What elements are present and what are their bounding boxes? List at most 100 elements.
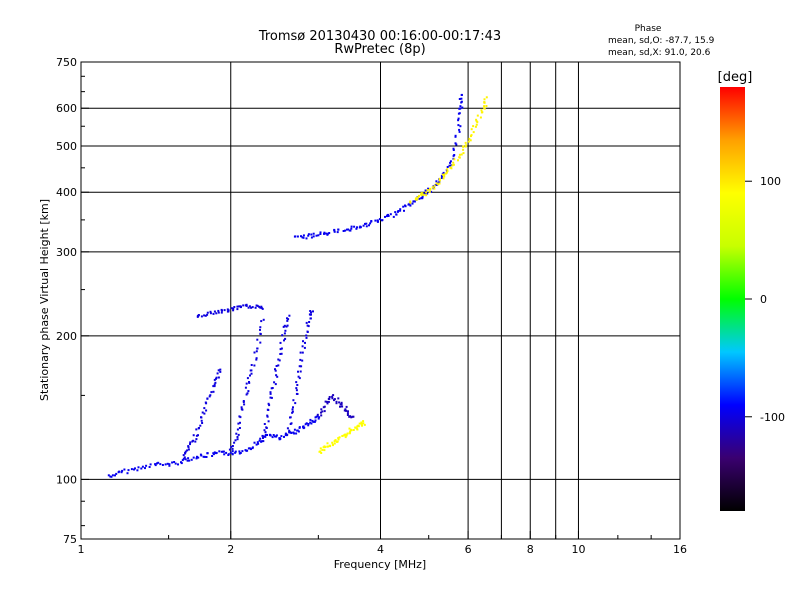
data-point <box>474 125 477 128</box>
phase-box-line-x: mean, sd,X: 91.0, 20.6 <box>608 48 711 58</box>
data-point <box>227 310 230 313</box>
data-point <box>245 303 248 306</box>
data-point <box>298 426 301 429</box>
data-point <box>280 352 283 355</box>
data-point <box>236 436 239 438</box>
data-point <box>454 135 457 138</box>
data-point <box>157 461 160 464</box>
data-point <box>346 228 348 231</box>
data-point <box>280 435 283 438</box>
data-point <box>286 427 289 430</box>
data-point <box>206 311 209 314</box>
data-point <box>279 437 282 440</box>
data-point <box>194 440 197 443</box>
data-point <box>470 128 473 131</box>
data-point <box>244 386 247 389</box>
data-point <box>269 434 272 437</box>
data-point <box>187 445 190 448</box>
data-point <box>418 197 421 200</box>
data-point <box>247 306 250 309</box>
data-point <box>339 405 341 408</box>
data-point <box>420 197 423 200</box>
data-point <box>302 427 305 430</box>
data-point <box>231 445 234 447</box>
data-point <box>429 188 432 191</box>
data-point <box>438 179 441 182</box>
data-point <box>249 374 251 377</box>
data-point <box>213 378 216 381</box>
data-point <box>483 101 486 104</box>
y-tick-label: 750 <box>56 56 77 69</box>
data-point <box>435 180 438 183</box>
data-point <box>313 420 316 423</box>
data-point <box>262 435 265 438</box>
data-point <box>307 325 310 328</box>
data-point <box>237 305 240 308</box>
data-point <box>255 350 258 353</box>
data-point <box>331 441 334 444</box>
data-point <box>358 422 361 425</box>
data-point <box>297 430 300 433</box>
data-point <box>259 326 262 329</box>
data-point <box>283 339 285 342</box>
data-point <box>329 445 332 448</box>
data-point <box>241 450 244 453</box>
data-point <box>203 314 206 317</box>
data-point <box>460 101 463 104</box>
data-point <box>266 408 269 411</box>
phase-box-title: Phase <box>635 24 662 34</box>
data-point <box>396 210 399 213</box>
data-point <box>255 358 258 361</box>
data-point <box>137 466 140 469</box>
y-axis-label: Stationary phase Virtual Height [km] <box>38 199 51 401</box>
data-point <box>274 368 276 371</box>
data-point <box>314 419 317 422</box>
data-point <box>420 194 423 197</box>
data-point <box>275 434 278 437</box>
data-point <box>126 472 129 475</box>
data-point <box>156 462 158 465</box>
data-point <box>426 192 429 195</box>
data-point <box>323 405 326 408</box>
data-point <box>218 450 221 453</box>
data-point <box>110 475 113 478</box>
data-point <box>459 125 462 128</box>
data-point <box>248 447 251 450</box>
data-point <box>458 156 461 159</box>
data-point <box>253 441 256 444</box>
data-point <box>415 197 417 200</box>
data-point <box>331 395 334 398</box>
data-point <box>266 415 269 418</box>
data-point <box>297 375 300 378</box>
data-point <box>301 345 304 348</box>
data-point <box>310 313 312 316</box>
data-point <box>280 347 283 350</box>
data-point <box>443 173 446 176</box>
data-point <box>182 457 185 460</box>
data-point <box>357 425 360 428</box>
data-point <box>177 463 179 466</box>
data-point <box>347 228 350 231</box>
data-point <box>359 226 362 229</box>
data-point <box>459 107 462 110</box>
data-point <box>395 213 398 216</box>
data-point <box>245 393 248 396</box>
data-point <box>485 105 488 107</box>
data-point <box>214 381 217 384</box>
data-point <box>219 368 222 371</box>
data-point <box>451 164 454 167</box>
data-point <box>457 124 460 127</box>
data-point <box>427 187 430 190</box>
data-point <box>192 439 195 442</box>
data-point <box>452 163 455 166</box>
data-point <box>286 433 289 436</box>
data-point <box>123 468 126 471</box>
data-point <box>223 309 226 312</box>
data-point <box>328 232 331 234</box>
data-point <box>312 420 315 423</box>
data-point <box>387 213 389 216</box>
data-point <box>320 411 322 414</box>
data-point <box>305 334 308 337</box>
data-point <box>274 383 277 386</box>
data-point <box>352 429 355 431</box>
